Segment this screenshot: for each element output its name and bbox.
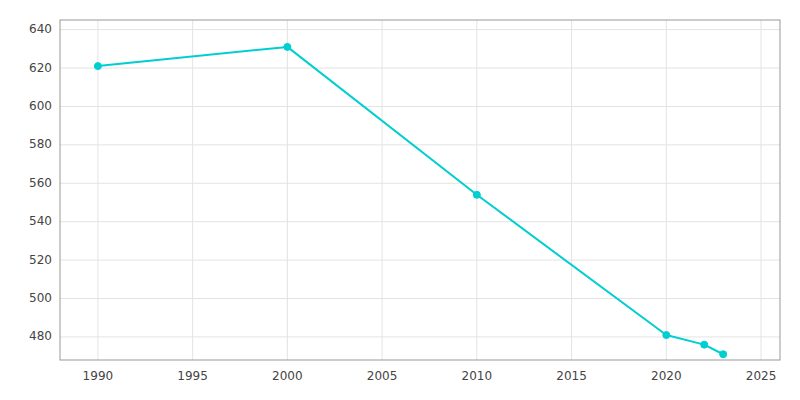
y-grid-line [60, 260, 780, 261]
x-tick-label: 2020 [651, 369, 682, 383]
data-point [701, 341, 708, 348]
data-point [473, 191, 480, 198]
x-grid-line [571, 20, 572, 360]
x-grid-line [761, 20, 762, 360]
y-tick-label: 580 [29, 137, 52, 151]
x-tick-label: 2015 [556, 369, 587, 383]
y-grid-line [60, 29, 780, 30]
y-tick-label: 640 [29, 22, 52, 36]
tick-labels: 480 500 520 540 560 580 600 620 640 1990 1995 2000 2… [29, 22, 776, 383]
x-grid-line [287, 20, 288, 360]
y-tick-label: 500 [29, 291, 52, 305]
y-grid-line [60, 221, 780, 222]
y-tick-label: 480 [29, 329, 52, 343]
x-tick-label: 2025 [746, 369, 777, 383]
y-grid-line [60, 144, 780, 145]
x-tick-label: 2005 [367, 369, 398, 383]
x-grid-line [382, 20, 383, 360]
data-line [98, 47, 723, 354]
y-grid-line [60, 298, 780, 299]
y-grid-line [60, 68, 780, 69]
grid [60, 20, 780, 360]
data-point [94, 63, 101, 70]
x-grid-line [192, 20, 193, 360]
y-tick-label: 520 [29, 253, 52, 267]
x-tick-label: 1990 [83, 369, 114, 383]
plot-frame [60, 20, 780, 360]
x-grid-line [476, 20, 477, 360]
x-tick-label: 2000 [272, 369, 303, 383]
data-point [284, 43, 291, 50]
y-tick-label: 540 [29, 214, 52, 228]
x-grid-line [666, 20, 667, 360]
x-tick-label: 1995 [177, 369, 208, 383]
data-point [663, 332, 670, 339]
y-tick-label: 620 [29, 61, 52, 75]
chart-container: 480 500 520 540 560 580 600 620 640 1990 1995 2000 2… [0, 0, 800, 400]
y-tick-label: 600 [29, 99, 52, 113]
y-grid-line [60, 106, 780, 107]
y-grid-line [60, 183, 780, 184]
plot-area [94, 43, 726, 357]
x-grid-line [97, 20, 98, 360]
x-tick-label: 2010 [462, 369, 493, 383]
chart-svg: 480 500 520 540 560 580 600 620 640 1990 1995 2000 2… [0, 0, 800, 400]
data-point [720, 351, 727, 358]
y-tick-label: 560 [29, 176, 52, 190]
